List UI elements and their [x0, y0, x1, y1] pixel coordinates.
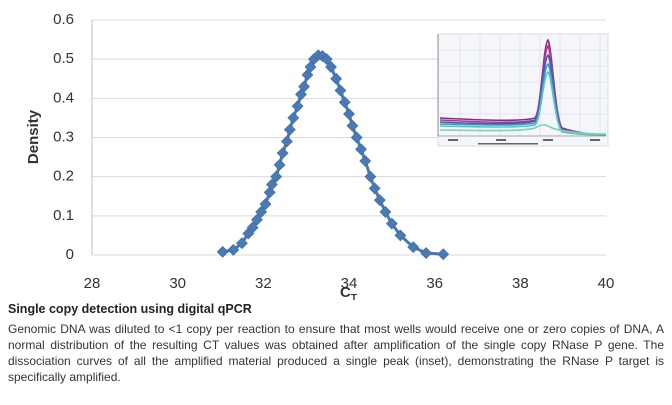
data-point — [338, 96, 351, 109]
y-tick-label: 0 — [66, 246, 74, 263]
y-tick-label: 0.6 — [53, 11, 74, 28]
data-point — [359, 155, 372, 167]
data-point — [330, 72, 343, 85]
x-tick-labels: 28 30 32 34 36 38 40 — [84, 275, 615, 292]
data-point — [298, 80, 310, 93]
y-tick-label: 0.3 — [53, 128, 74, 145]
x-axis-title: CT — [340, 284, 357, 300]
data-point — [364, 170, 377, 183]
data-point — [320, 53, 333, 66]
caption-body: Genomic DNA was diluted to <1 copy per r… — [8, 322, 664, 384]
inset-tick-marks — [448, 139, 600, 145]
data-point — [235, 237, 248, 250]
data-point — [343, 108, 355, 120]
data-point — [355, 143, 367, 156]
x-tick-label: 28 — [84, 275, 101, 292]
data-point — [276, 147, 289, 160]
data-point — [280, 135, 293, 148]
data-point — [350, 131, 363, 144]
caption-title: Single copy detection using digital qPCR — [8, 302, 252, 316]
data-point — [246, 221, 259, 234]
x-tick-label: 36 — [426, 275, 443, 292]
data-point — [250, 213, 263, 226]
data-point — [227, 243, 240, 256]
grid-lines — [91, 19, 606, 256]
data-point — [379, 205, 392, 218]
inset-axes — [437, 34, 606, 137]
data-point — [420, 247, 433, 259]
data-point — [273, 158, 286, 171]
data-point — [385, 217, 398, 230]
data-point — [259, 198, 272, 211]
data-point — [265, 178, 278, 191]
density-chart: 0 0.1 0.2 0.3 0.4 0.5 0.6 28 30 32 34 36 38 40 Densi… — [25, 11, 615, 300]
data-point — [325, 61, 337, 73]
y-tick-label: 0.5 — [53, 50, 74, 67]
data-point — [291, 100, 304, 113]
data-point — [373, 194, 386, 207]
data-point — [394, 229, 407, 242]
x-tick-label: 40 — [598, 275, 615, 292]
y-tick-labels: 0 0.1 0.2 0.3 0.4 0.5 0.6 — [53, 11, 74, 263]
x-axis-title-main: C — [340, 284, 351, 300]
x-tick-label: 34 — [341, 275, 358, 292]
data-point — [407, 241, 420, 254]
data-point — [270, 170, 283, 183]
dissociation-inset — [437, 33, 609, 147]
x-tick-label: 32 — [255, 275, 272, 292]
x-axis-title-subscript: T — [351, 293, 357, 300]
y-tick-label: 0.1 — [53, 207, 74, 224]
data-point — [255, 205, 268, 218]
data-point — [368, 182, 381, 195]
y-tick-label: 0.2 — [53, 168, 74, 185]
x-tick-label: 38 — [512, 275, 529, 292]
y-axis-title: Density — [25, 109, 42, 164]
chart-svg: 0 0.1 0.2 0.3 0.4 0.5 0.6 28 30 32 34 36 38 40 Densi… — [25, 11, 615, 300]
data-point — [216, 245, 229, 258]
inset-curves — [439, 38, 607, 136]
data-point — [346, 119, 359, 132]
data-points — [216, 49, 450, 261]
data-point — [437, 248, 450, 261]
data-point — [283, 123, 296, 136]
x-tick-label: 30 — [169, 275, 186, 292]
y-tick-label: 0.4 — [53, 89, 74, 106]
data-point — [334, 84, 347, 97]
data-point — [287, 111, 300, 124]
